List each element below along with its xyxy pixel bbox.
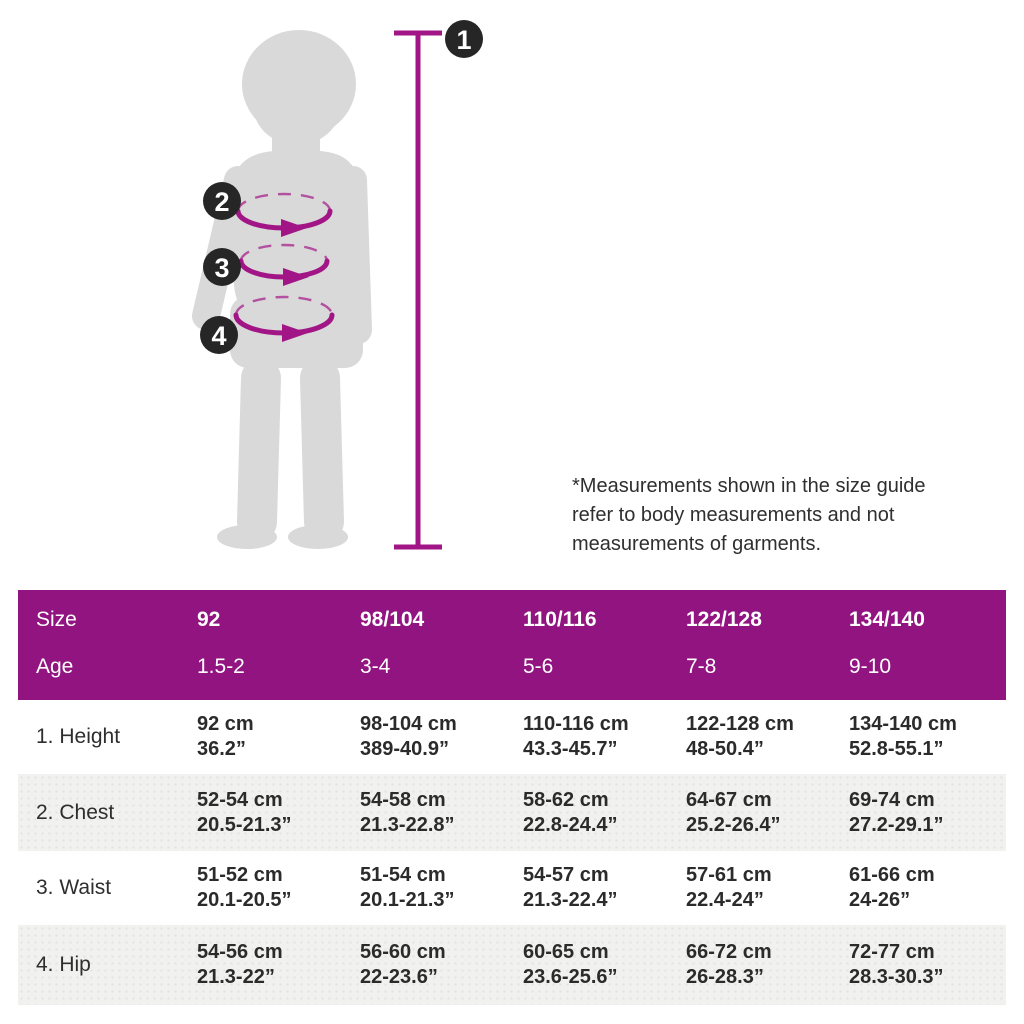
waist-110-116: 54-57 cm 21.3-22.4”	[523, 864, 618, 911]
table-row-waist: 3. Waist 51-52 cm 20.1-20.5” 51-54 cm 20.1…	[18, 851, 1006, 925]
measurement-figure: 1 2 3 4	[192, 20, 483, 550]
chest-92: 52-54 cm 20.5-21.3”	[197, 788, 292, 836]
measure-point-2-badge: 2	[203, 182, 241, 220]
chest-134-140: 69-74 cm 27.2-29.1”	[849, 788, 944, 836]
age-value-3: 5-6	[523, 654, 554, 678]
height-98-104: 98-104 cm 389-40.9”	[360, 713, 457, 760]
size-value-5: 134/140	[849, 607, 925, 631]
height-134-140: 134-140 cm 52.8-55.1”	[849, 713, 957, 760]
chest-122-128: 64-67 cm 25.2-26.4”	[686, 788, 781, 836]
size-value-4: 122/128	[686, 607, 762, 631]
chest-98-104: 54-58 cm 21.3-22.8”	[360, 788, 455, 836]
hip-122-128: 66-72 cm 26-28.3”	[686, 941, 772, 988]
row-label-height: 1. Height	[36, 725, 121, 748]
table-row-height: 1. Height 92 cm 36.2” 98-104 cm 389-40.9” …	[18, 700, 1006, 774]
hip-measure-band	[233, 295, 335, 342]
height-122-128: 122-128 cm 48-50.4”	[686, 713, 794, 760]
age-value-5: 9-10	[849, 654, 892, 678]
row-label-hip: 4. Hip	[36, 953, 91, 976]
measure-point-4-badge: 4	[200, 316, 238, 354]
height-92: 92 cm 36.2”	[197, 713, 254, 760]
measurements-note: *Measurements shown in the size guide re…	[572, 475, 926, 555]
child-silhouette	[192, 30, 372, 549]
age-value-4: 7-8	[686, 654, 717, 678]
size-guide-table: Size 92 98/104 110/116 122/128 134/140 A…	[18, 590, 1006, 1005]
measure-point-2-number: 2	[214, 187, 229, 217]
hip-98-104: 56-60 cm 22-23.6”	[360, 941, 446, 988]
waist-measure-band	[238, 243, 330, 286]
waist-92: 51-52 cm 20.1-20.5”	[197, 864, 292, 911]
table-row-hip: 4. Hip 54-56 cm 21.3-22” 56-60 cm 22-23.6”…	[18, 925, 1006, 1005]
age-value-1: 1.5-2	[197, 654, 245, 678]
hip-110-116: 60-65 cm 23.6-25.6”	[523, 941, 618, 988]
size-value-1: 92	[197, 607, 221, 631]
size-value-2: 98/104	[360, 607, 425, 631]
measure-point-3-badge: 3	[203, 248, 241, 286]
size-value-3: 110/116	[523, 607, 597, 631]
chest-110-116: 58-62 cm 22.8-24.4”	[523, 788, 618, 836]
height-110-116: 110-116 cm 43.3-45.7”	[523, 713, 629, 760]
row-label-chest: 2. Chest	[36, 800, 115, 824]
table-header: Size 92 98/104 110/116 122/128 134/140 A…	[18, 590, 1006, 700]
age-row-label: Age	[36, 654, 74, 678]
waist-122-128: 57-61 cm 22.4-24”	[686, 864, 772, 911]
measure-point-1-badge: 1	[445, 20, 483, 58]
hip-134-140: 72-77 cm 28.3-30.3”	[849, 941, 944, 988]
hip-92: 54-56 cm 21.3-22”	[197, 941, 283, 988]
height-measure-line	[394, 30, 442, 550]
table-row-chest: 2. Chest 52-54 cm 20.5-21.3” 54-58 cm 21.3…	[18, 774, 1006, 851]
waist-134-140: 61-66 cm 24-26”	[849, 864, 935, 911]
row-label-waist: 3. Waist	[36, 876, 112, 899]
measure-point-1-number: 1	[456, 25, 471, 55]
measure-point-4-number: 4	[211, 321, 226, 351]
chest-measure-band	[235, 192, 333, 237]
waist-98-104: 51-54 cm 20.1-21.3”	[360, 864, 455, 911]
age-value-2: 3-4	[360, 654, 391, 678]
size-row-label: Size	[36, 607, 77, 631]
measure-point-3-number: 3	[214, 253, 229, 283]
